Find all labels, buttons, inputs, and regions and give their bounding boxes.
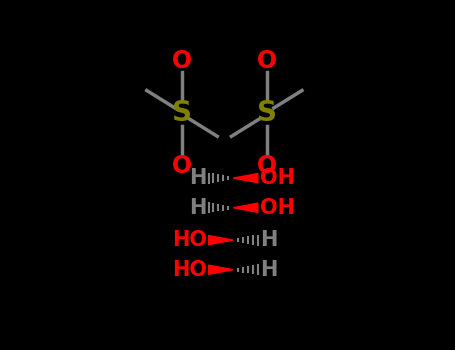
Text: H: H bbox=[189, 198, 207, 218]
Text: O: O bbox=[257, 49, 277, 73]
Text: OH: OH bbox=[260, 198, 295, 218]
Text: S: S bbox=[172, 99, 192, 127]
Text: S: S bbox=[257, 99, 277, 127]
Text: H: H bbox=[260, 260, 277, 280]
Text: H: H bbox=[260, 230, 277, 250]
Text: H: H bbox=[189, 168, 207, 188]
Polygon shape bbox=[208, 265, 233, 274]
Text: O: O bbox=[257, 154, 277, 178]
Text: O: O bbox=[172, 154, 192, 178]
Polygon shape bbox=[208, 236, 233, 245]
Text: HO: HO bbox=[172, 260, 207, 280]
Polygon shape bbox=[233, 203, 258, 212]
Text: HO: HO bbox=[172, 230, 207, 250]
Text: OH: OH bbox=[260, 168, 295, 188]
Polygon shape bbox=[233, 174, 258, 183]
Text: O: O bbox=[172, 49, 192, 73]
